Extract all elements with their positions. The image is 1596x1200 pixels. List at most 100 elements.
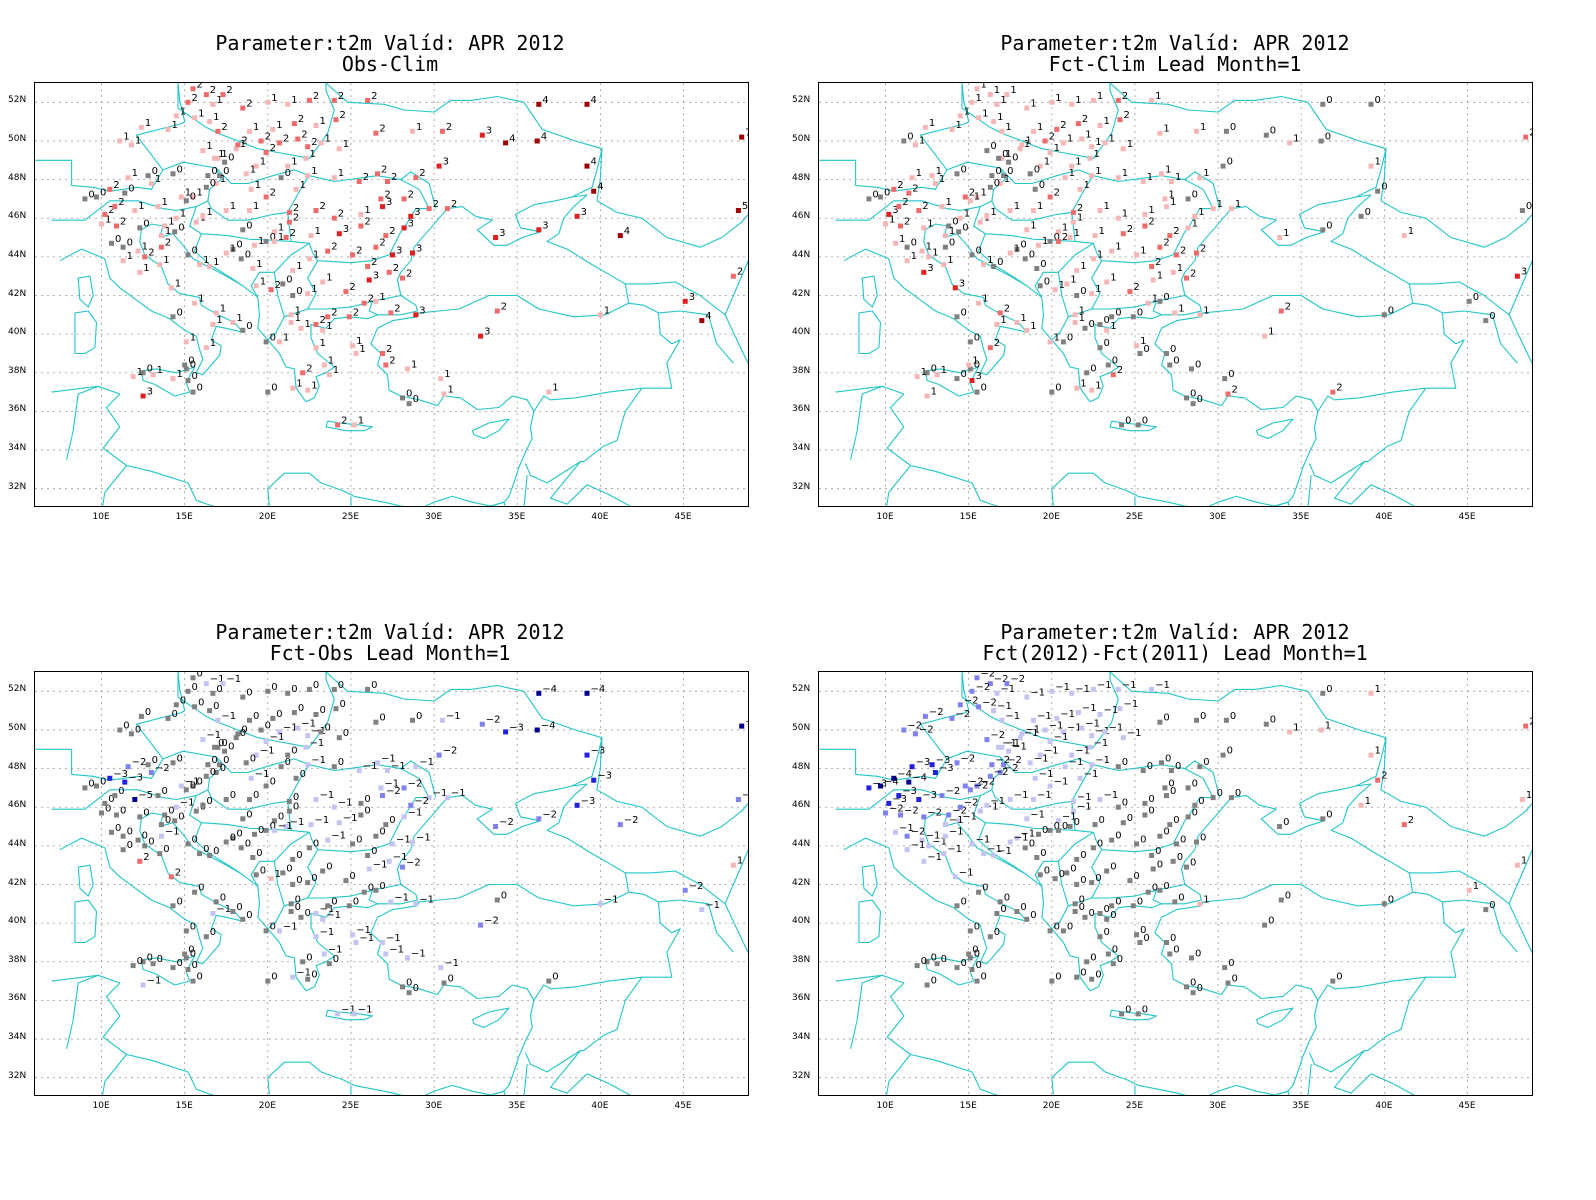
station-marker: 2 — [235, 135, 248, 148]
station-marker: 1 — [1192, 207, 1205, 219]
coastline-path — [400, 171, 437, 209]
station-marker: 0 — [263, 921, 276, 934]
station-square — [1523, 134, 1529, 140]
station-value: 2 — [897, 180, 903, 191]
station-square — [336, 735, 342, 741]
station-value: 0 — [197, 777, 203, 788]
station-marker: 0 — [546, 972, 559, 984]
station-value: 3 — [408, 218, 414, 229]
station-square — [987, 92, 993, 98]
station-marker: 2 — [142, 247, 155, 260]
station-marker: 0 — [1358, 207, 1371, 219]
station-square — [878, 194, 883, 200]
coastline-path — [533, 312, 681, 412]
station-marker: 0 — [1067, 817, 1080, 829]
station-square — [125, 175, 131, 181]
station-marker: 1 — [1120, 139, 1133, 152]
station-value: 0 — [1110, 862, 1116, 873]
station-marker: 2 — [1115, 91, 1128, 103]
station-marker: 0 — [1466, 292, 1479, 304]
station-marker: −1 — [1149, 680, 1170, 692]
station-marker: 1 — [405, 359, 417, 372]
station-square — [258, 727, 264, 733]
station-marker: 1 — [1031, 122, 1043, 134]
station-marker: 2 — [306, 91, 319, 103]
station-square — [901, 727, 907, 733]
station-square — [1090, 686, 1096, 692]
station-square — [886, 800, 892, 806]
station-square — [939, 793, 945, 799]
station-marker: −1 — [253, 746, 274, 758]
station-square — [265, 688, 271, 694]
coastline-path — [490, 1090, 506, 1095]
station-value: −2 — [486, 715, 501, 726]
station-marker: 2 — [365, 257, 377, 269]
station-value: 2 — [451, 199, 457, 210]
station-marker: 1 — [288, 305, 301, 318]
station-marker: 1 — [1007, 201, 1020, 213]
station-marker: 2 — [383, 356, 396, 368]
station-marker: 0 — [1483, 900, 1496, 913]
station-marker: 0 — [1115, 798, 1128, 810]
station-value: 0 — [168, 806, 174, 817]
coastline-path — [207, 167, 310, 221]
station-square — [268, 876, 274, 882]
station-value: 1 — [1175, 172, 1181, 183]
station-marker: −2 — [921, 807, 942, 820]
station-value: 1 — [990, 207, 996, 218]
station-square — [335, 422, 341, 428]
station-value: 1 — [1095, 137, 1101, 148]
station-marker: −1 — [1049, 682, 1070, 694]
station-square — [280, 870, 286, 876]
coastline-path — [1109, 83, 1387, 198]
station-marker: 1 — [1210, 199, 1223, 212]
station-value: 0 — [1192, 189, 1198, 200]
station-marker: 0 — [1223, 122, 1236, 134]
station-value: 0 — [1190, 388, 1196, 399]
coastline-path — [325, 420, 374, 432]
coastline-path — [1071, 175, 1214, 264]
station-square — [313, 322, 319, 327]
station-square — [271, 238, 277, 244]
station-square — [210, 101, 216, 107]
station-square — [883, 221, 888, 227]
station-value: 1 — [931, 387, 937, 398]
station-marker: 0 — [112, 786, 125, 799]
station-square — [739, 723, 745, 729]
station-value: 0 — [198, 883, 204, 894]
station-value: 0 — [1115, 831, 1121, 842]
station-value: 2 — [349, 282, 355, 293]
station-marker: 0 — [185, 834, 198, 847]
station-marker: 1 — [1109, 242, 1122, 254]
station-square — [886, 211, 892, 217]
station-marker: −3 — [866, 778, 887, 791]
station-square — [1019, 142, 1025, 148]
station-value: 1 — [1074, 228, 1080, 239]
station-square — [99, 221, 104, 227]
coastline-path — [625, 870, 726, 905]
station-square — [107, 186, 113, 192]
station-value: 4 — [541, 132, 547, 143]
station-value: 0 — [108, 794, 114, 805]
station-square — [1164, 204, 1169, 210]
station-value: 0 — [147, 952, 153, 963]
station-marker: 1 — [271, 232, 284, 244]
station-marker: 0 — [987, 927, 1000, 940]
station-marker: 3 — [682, 292, 695, 304]
station-value: −2 — [964, 695, 979, 706]
station-value: 1 — [278, 232, 284, 243]
station-value: 1 — [177, 369, 183, 380]
station-square — [305, 144, 311, 150]
latitude-tick-label: 32N — [8, 481, 27, 492]
station-marker: −1 — [1070, 792, 1092, 804]
station-value: 0 — [1020, 240, 1026, 251]
station-value: −1 — [358, 1004, 373, 1015]
station-marker: −1 — [969, 834, 990, 847]
station-value: −1 — [446, 711, 461, 722]
station-marker: 2 — [373, 124, 386, 136]
station-square — [217, 173, 223, 179]
station-value: 0 — [1163, 292, 1169, 303]
station-value: 1 — [1010, 85, 1016, 96]
station-value: 0 — [118, 786, 124, 797]
